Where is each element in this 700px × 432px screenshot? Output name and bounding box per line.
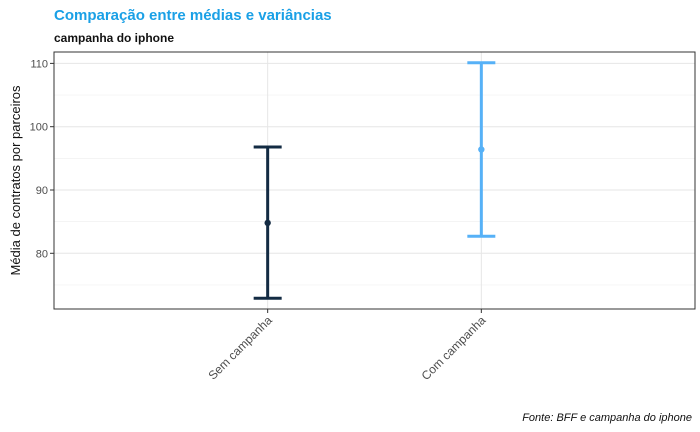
plot-panel-border (53, 51, 696, 310)
y-axis-ticks: 80 90 100 110 (30, 58, 54, 260)
mean-point (264, 219, 271, 227)
x-axis-labels: Sem campanha Com campanha (205, 309, 489, 383)
y-tick-label: 90 (36, 185, 48, 197)
error-bars (253, 61, 496, 300)
y-tick-label: 100 (30, 122, 48, 134)
chart-subtitle: campanha do iphone (54, 31, 175, 45)
x-tick-label: Sem campanha (205, 313, 275, 383)
mean-point (478, 146, 485, 153)
chart-title: Comparação entre médias e variâncias (54, 7, 332, 24)
caption: Fonte: BFF e campanha do iphone (522, 412, 692, 424)
major-grid (54, 52, 695, 309)
y-axis-label: Média de contratos por parceiros (8, 85, 23, 276)
minor-grid (54, 94, 695, 286)
x-tick-label: Com campanha (419, 313, 489, 383)
y-tick-label: 110 (30, 58, 48, 70)
y-tick-label: 80 (36, 248, 48, 260)
